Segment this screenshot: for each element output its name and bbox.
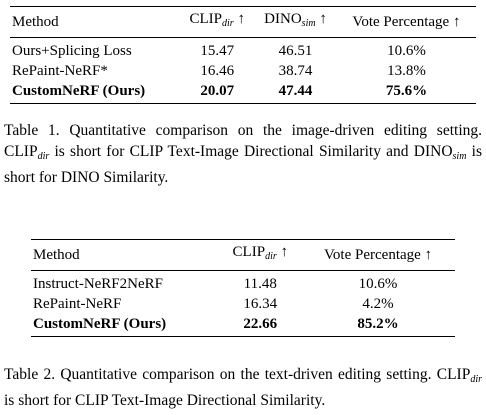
clip-header-subscript: dir bbox=[265, 251, 277, 262]
clip-header-label: CLIP bbox=[232, 244, 266, 260]
clip-cell: 16.46 bbox=[200, 63, 235, 79]
vote-cell: 4.2% bbox=[362, 296, 394, 312]
clip-cell: 11.48 bbox=[243, 276, 277, 292]
clip-header-label: CLIP bbox=[189, 11, 223, 27]
vote-cell: 10.6% bbox=[358, 276, 398, 292]
vote-cell: 75.6% bbox=[336, 81, 476, 104]
vote-cell: 10.6% bbox=[387, 43, 426, 59]
caption-text: is short for CLIP Text-Image Directional… bbox=[4, 392, 326, 409]
caption-subscript: sim bbox=[452, 151, 467, 162]
vote-header: Vote Percentage ↑ bbox=[336, 6, 476, 38]
vote-header: Vote Percentage ↑ bbox=[301, 239, 455, 271]
text-driven-results-table: Method CLIPdir ↑ Vote Percentage ↑ Instr… bbox=[31, 239, 455, 337]
table-row-best: CustomNeRF (Ours) 20.07 47.44 75.6% bbox=[10, 81, 476, 104]
clip-cell: 20.07 bbox=[180, 81, 255, 104]
dino-cell: 38.74 bbox=[278, 63, 313, 79]
clip-header-arrow: ↑ bbox=[233, 11, 245, 27]
table-1-caption: Table 1. Quantitative comparison on the … bbox=[4, 120, 482, 188]
caption-text: Quantitative comparison on the image-dri… bbox=[4, 122, 482, 160]
method-cell: RePaint-NeRF* bbox=[12, 63, 108, 79]
dino-header-label: DINO bbox=[264, 11, 302, 27]
vote-cell: 13.8% bbox=[387, 63, 426, 79]
caption-label: Table 2. bbox=[4, 366, 56, 383]
table-1: Method CLIPdir ↑ DINOsim ↑ Vote Percenta… bbox=[10, 6, 476, 104]
table-header-row: Method CLIPdir ↑ DINOsim ↑ Vote Percenta… bbox=[10, 6, 476, 38]
method-cell: CustomNeRF (Ours) bbox=[31, 314, 220, 337]
image-driven-results-table: Method CLIPdir ↑ DINOsim ↑ Vote Percenta… bbox=[10, 6, 476, 104]
table-header-row: Method CLIPdir ↑ Vote Percentage ↑ bbox=[31, 239, 455, 271]
dino-header-arrow: ↑ bbox=[315, 11, 327, 27]
dino-header: DINOsim ↑ bbox=[254, 6, 337, 38]
caption-subscript: dir bbox=[470, 374, 483, 385]
method-cell: RePaint-NeRF bbox=[33, 296, 122, 312]
caption-text: is short for CLIP Text-Image Directional… bbox=[49, 143, 453, 160]
dino-cell: 47.44 bbox=[254, 81, 337, 104]
method-header: Method bbox=[10, 6, 181, 38]
method-cell: Instruct-NeRF2NeRF bbox=[33, 276, 163, 292]
method-cell: Ours+Splicing Loss bbox=[12, 43, 132, 59]
caption-text: is short for DINO Similarity. bbox=[4, 143, 483, 186]
clip-cell: 16.34 bbox=[243, 296, 278, 312]
caption-label: Table 1. bbox=[4, 122, 60, 139]
clip-header-arrow: ↑ bbox=[276, 244, 288, 260]
table-row: Instruct-NeRF2NeRF 11.48 10.6% bbox=[31, 271, 455, 295]
caption-text: Quantitative comparison on the text-driv… bbox=[55, 366, 471, 383]
table-row: Ours+Splicing Loss 15.47 46.51 10.6% bbox=[10, 38, 476, 62]
clip-header-subscript: dir bbox=[222, 18, 234, 29]
caption-subscript: dir bbox=[37, 151, 50, 162]
table-row: RePaint-NeRF* 16.46 38.74 13.8% bbox=[10, 61, 476, 81]
table-row: RePaint-NeRF 16.34 4.2% bbox=[31, 294, 455, 314]
clip-cell: 15.47 bbox=[200, 43, 235, 59]
dino-cell: 46.51 bbox=[278, 43, 313, 59]
table-2: Method CLIPdir ↑ Vote Percentage ↑ Instr… bbox=[31, 239, 455, 337]
vote-cell: 85.2% bbox=[301, 314, 455, 337]
clip-header: CLIPdir ↑ bbox=[180, 6, 255, 38]
table-row-best: CustomNeRF (Ours) 22.66 85.2% bbox=[31, 314, 455, 337]
table-2-caption: Table 2. Quantitative comparison on the … bbox=[4, 364, 482, 411]
clip-header: CLIPdir ↑ bbox=[219, 239, 302, 271]
clip-cell: 22.66 bbox=[219, 314, 302, 337]
method-header: Method bbox=[31, 239, 220, 271]
dino-header-subscript: sim bbox=[301, 18, 316, 29]
method-cell: CustomNeRF (Ours) bbox=[10, 81, 181, 104]
